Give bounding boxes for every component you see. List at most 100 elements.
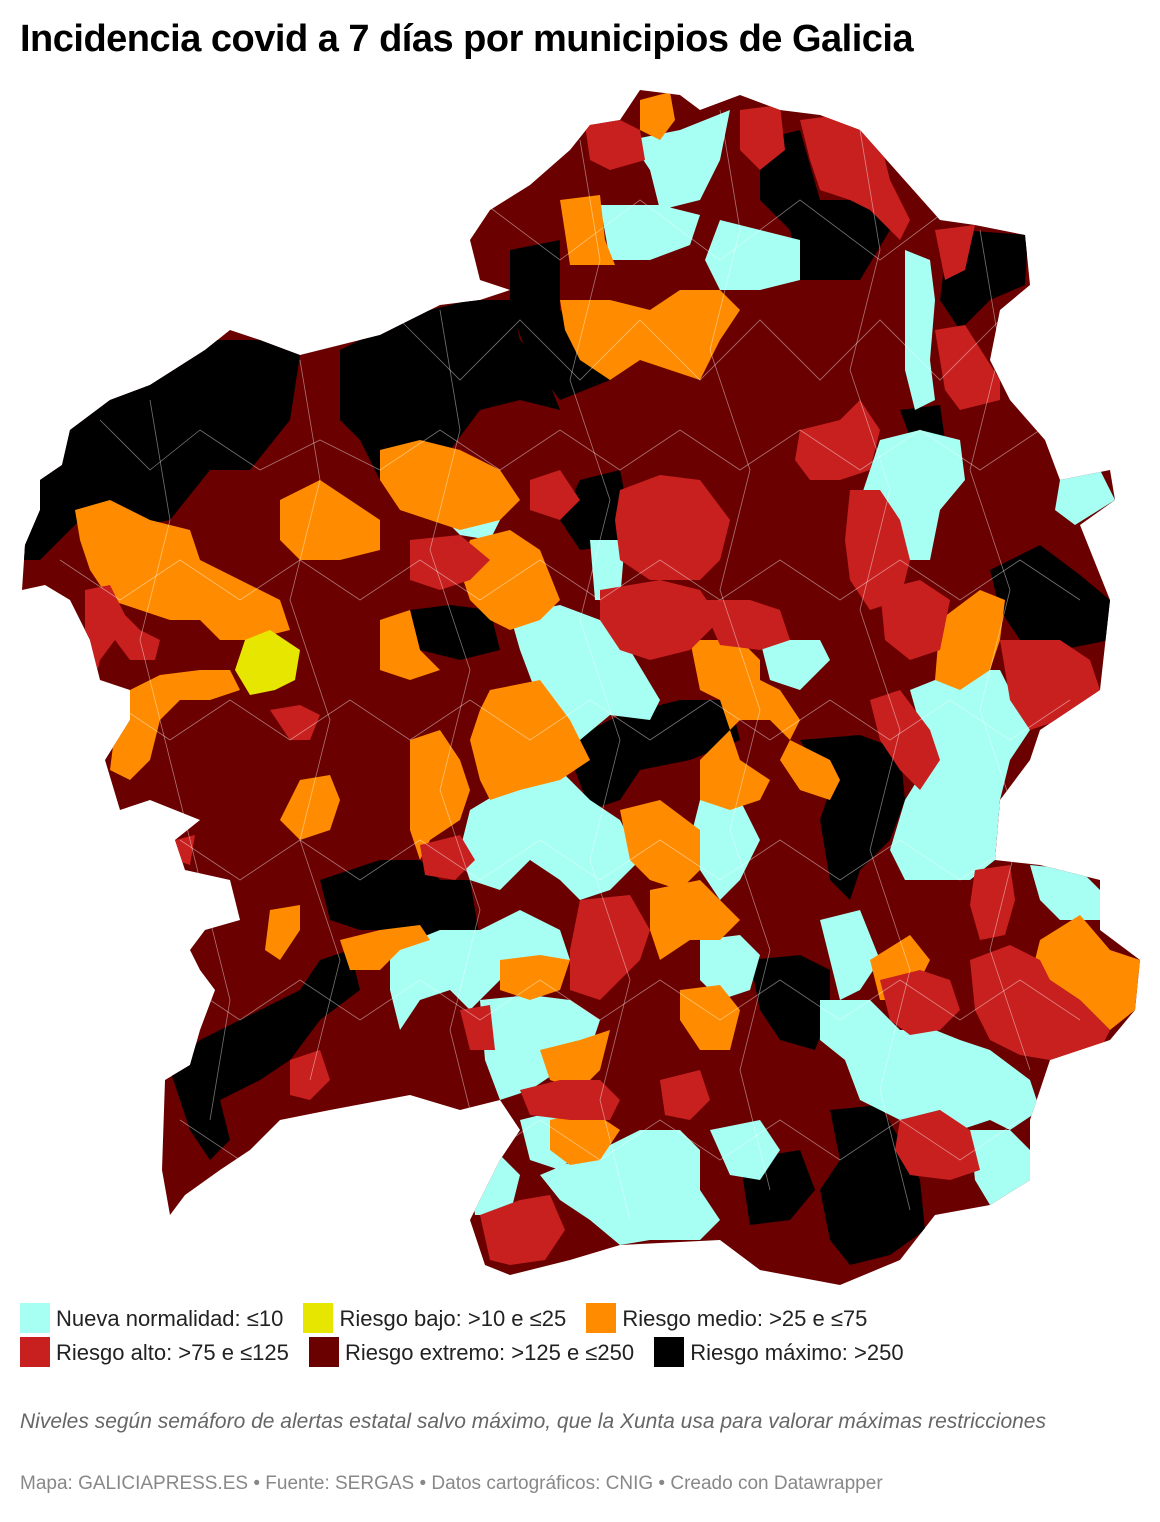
- legend-item-riesgo-bajo: Riesgo bajo: >10 e ≤25: [303, 1302, 566, 1336]
- region-alto-c6: [410, 535, 490, 590]
- region-medio-c8: [620, 800, 700, 890]
- legend-label: Riesgo alto: >75 e ≤125: [56, 1340, 289, 1365]
- region-medio-c4: [380, 610, 440, 680]
- border-line: [569, 139, 631, 1221]
- border-line: [179, 839, 1021, 881]
- region-alto-e2: [870, 690, 940, 790]
- region-alto-s5: [880, 970, 960, 1035]
- border-line: [289, 359, 341, 1081]
- legend-swatch: [586, 1303, 617, 1333]
- region-normal-e3: [890, 670, 1030, 880]
- region-medio-s4: [680, 985, 740, 1050]
- region-maximo-sw2: [170, 950, 360, 1160]
- region-alto-s4: [480, 1195, 565, 1265]
- region-normal-cs6: [820, 910, 880, 1000]
- region-normal-cs4: [480, 995, 600, 1100]
- region-alto-sw1: [290, 1050, 330, 1100]
- legend-label: Riesgo medio: >25 e ≤75: [622, 1306, 868, 1331]
- region-normal-n2: [600, 205, 700, 260]
- legend-item-riesgo-extremo: Riesgo extremo: >125 e ≤250: [308, 1336, 635, 1370]
- border-line: [99, 419, 1041, 471]
- region-normal-cs2: [690, 800, 760, 900]
- border-line: [179, 979, 1081, 1021]
- region-normal-s4: [710, 1120, 780, 1180]
- region-maximo-sw1: [320, 860, 480, 940]
- legend-label: Riesgo bajo: >10 e ≤25: [339, 1306, 567, 1331]
- region-medio-s3: [550, 1110, 620, 1165]
- region-medio-c3: [460, 530, 560, 630]
- border-line: [399, 319, 1001, 381]
- region-alto-s2: [460, 1005, 495, 1050]
- region-maximo-c4: [560, 470, 630, 550]
- municipality-borders: [59, 109, 1081, 1221]
- region-alto-s6: [660, 1070, 710, 1120]
- region-alto-se1: [970, 945, 1110, 1060]
- border-line: [849, 129, 911, 1211]
- border-line: [139, 399, 231, 1121]
- legend-label: Nueva normalidad: ≤10: [56, 1306, 284, 1331]
- region-normal-e2: [1055, 470, 1115, 525]
- legend-swatch: [308, 1337, 339, 1367]
- region-normal-se2: [970, 1130, 1030, 1205]
- region-normal-c2: [590, 540, 625, 600]
- region-alto-ne1: [935, 225, 975, 280]
- legend-swatch: [20, 1337, 50, 1367]
- legend-swatch: [303, 1303, 334, 1333]
- region-alto-s1: [570, 895, 650, 1000]
- region-shapes: [22, 90, 1140, 1285]
- border-line: [59, 559, 1081, 601]
- legend: Nueva normalidad: ≤10 Riesgo bajo: >10 e…: [20, 1302, 1145, 1370]
- region-medio-w2: [110, 670, 240, 780]
- legend-swatch: [654, 1337, 685, 1367]
- chart-note: Niveles según semáforo de alertas estata…: [20, 1410, 1046, 1433]
- legend-label: Riesgo extremo: >125 e ≤250: [344, 1340, 635, 1365]
- region-medio-sw: [340, 925, 430, 970]
- region-medio-w3: [265, 905, 300, 960]
- region-alto-c7: [530, 470, 580, 520]
- region-alto-c8: [880, 580, 950, 660]
- region-alto-w1: [85, 585, 160, 680]
- region-alto-c2: [795, 400, 880, 480]
- region-medio-c9: [650, 880, 740, 960]
- region-medio-e1: [935, 590, 1005, 690]
- region-alto-se3: [970, 865, 1015, 940]
- legend-swatch: [20, 1303, 50, 1333]
- region-medio-s2: [540, 1030, 610, 1090]
- region-alto-c4: [600, 580, 720, 660]
- region-normal-se1: [820, 1000, 1040, 1130]
- legend-item-riesgo-maximo: Riesgo máximo: >250: [654, 1336, 904, 1370]
- region-medio-c2: [280, 480, 380, 560]
- region-maximo-e1: [990, 545, 1110, 650]
- legend-item-riesgo-medio: Riesgo medio: >25 e ≤75: [586, 1302, 867, 1336]
- region-maximo-n1: [340, 300, 560, 480]
- region-alto-w2: [270, 705, 320, 740]
- region-alto-n2: [740, 105, 785, 170]
- region-alto-c3: [845, 490, 910, 610]
- border-line: [109, 699, 1071, 741]
- region-medio-c6: [410, 730, 470, 860]
- legend-label: Riesgo máximo: >250: [690, 1340, 904, 1365]
- region-alto-s3: [520, 1080, 620, 1120]
- border-line: [479, 199, 961, 261]
- chart-title: Incidencia covid a 7 días por municipios…: [20, 18, 914, 60]
- region-normal-cs3: [390, 910, 570, 1030]
- region-medio-n3: [560, 290, 740, 380]
- region-medio-c7: [690, 640, 840, 810]
- region-medio-se2: [1035, 915, 1140, 1030]
- region-medio-w4: [280, 775, 340, 840]
- region-normal-e4: [1030, 865, 1100, 920]
- region-normal-n3: [705, 220, 800, 290]
- region-maximo-c2: [570, 700, 740, 810]
- region-medio-n1: [640, 92, 675, 140]
- region-alto-n1: [585, 120, 645, 170]
- region-alto-n3: [800, 115, 910, 240]
- region-medio-c1: [380, 440, 520, 530]
- region-medio-n2: [560, 195, 615, 265]
- region-normal-cs5: [700, 935, 760, 1000]
- border-line: [429, 309, 481, 1151]
- region-medio-s1: [500, 955, 570, 1000]
- region-alto-ne2: [935, 325, 1000, 410]
- region-alto-c1: [615, 475, 730, 580]
- region-maximo-c1: [410, 605, 500, 660]
